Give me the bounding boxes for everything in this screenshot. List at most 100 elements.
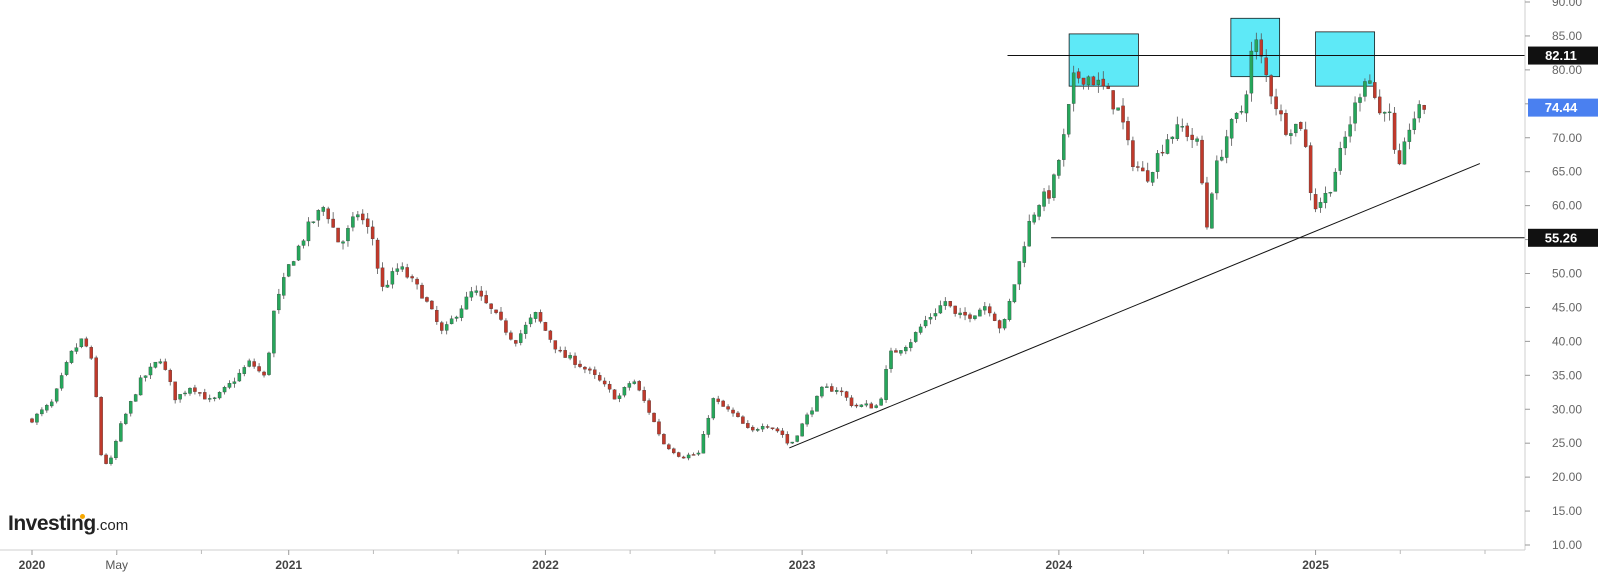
candle-140 [721,399,725,407]
candle-178 [909,338,913,352]
candle-body [622,387,627,396]
candle-body [331,218,335,228]
horizontal-levels [1007,55,1525,239]
candle-27 [163,358,168,371]
candle-body [1373,82,1377,98]
candle-264 [1333,168,1338,192]
candle-158 [810,407,814,418]
candle-30 [178,394,182,403]
candle-body [849,397,854,406]
candle-146 [751,425,755,433]
candle-39 [222,385,227,395]
candle-41 [232,377,237,388]
candle-71 [380,262,385,292]
candle-body [375,239,380,269]
candle-body [859,404,864,407]
candle-245 [1239,105,1244,115]
candle-body [99,397,103,456]
candle-230 [1165,134,1170,155]
y-tick-label: 80.00 [1552,63,1582,77]
candle-body [459,308,464,318]
candle-113 [588,366,592,375]
candle-body [1175,124,1180,139]
candle-265 [1338,141,1343,175]
candle-body [1002,319,1007,329]
candle-body [785,434,790,444]
candle-body [948,300,952,307]
candle-body [158,361,163,364]
candle-73 [390,267,395,289]
candle-132 [681,455,686,459]
candle-249 [1259,33,1264,64]
candle-body [1195,138,1199,142]
candle-body [1264,57,1268,76]
candle-body [1313,194,1318,210]
candle-239 [1210,192,1214,229]
candle-93 [489,303,493,314]
candle-body [642,390,646,401]
candle-body [257,366,261,372]
candle-257 [1299,121,1303,131]
candle-body [1215,160,1219,194]
candle-4 [49,399,54,408]
candle-body [686,454,691,459]
candle-170 [869,401,874,409]
candle-body [834,390,839,392]
candle-body [104,454,108,464]
candle-263 [1328,191,1333,197]
candle-92 [484,290,488,305]
candle-10 [79,338,84,349]
candle-35 [203,388,207,400]
candle-236 [1195,136,1199,146]
candle-body [237,372,242,382]
candle-89 [469,286,474,301]
candle-body [973,315,977,319]
candle-body [1299,122,1303,129]
candle-51 [282,272,286,299]
candle-body [1412,118,1417,130]
candle-36 [207,394,212,403]
candle-body [1165,139,1170,154]
candle-107 [558,346,562,353]
candle-body [54,388,59,402]
candle-body [365,218,370,227]
candle-258 [1303,121,1308,148]
candle-body [1007,300,1012,320]
candle-body [351,216,355,228]
candle-body [568,355,572,359]
candle-26 [158,358,163,365]
candle-body [523,324,528,334]
candle-177 [904,345,908,355]
candle-body [1062,134,1066,160]
candle-body [1042,191,1046,207]
candle-body [632,381,637,384]
candle-77 [410,274,414,283]
candle-body [1101,78,1106,87]
candle-body [1205,182,1209,228]
candle-body [336,227,340,243]
candle-68 [365,212,370,234]
candle-body [420,284,424,299]
candle-199 [1012,284,1017,304]
candle-232 [1175,116,1180,141]
candle-194 [987,303,992,317]
candle-79 [420,282,424,299]
candle-body [810,410,814,415]
candle-body [736,412,740,418]
candle-body [869,403,874,409]
candle-215 [1091,75,1096,86]
candle-74 [395,263,400,276]
candle-body [74,347,79,352]
candle-body [484,295,488,304]
candle-body [267,352,271,375]
candle-body [662,434,666,445]
badge-resistance-bg [1528,46,1598,65]
badge-resistance: 82.11 [1528,46,1598,65]
candle-body [992,313,997,321]
candle-body [617,395,622,399]
candle-218 [1106,83,1110,90]
candle-body [1210,193,1214,229]
trendline [789,163,1481,449]
candle-body [755,429,760,431]
